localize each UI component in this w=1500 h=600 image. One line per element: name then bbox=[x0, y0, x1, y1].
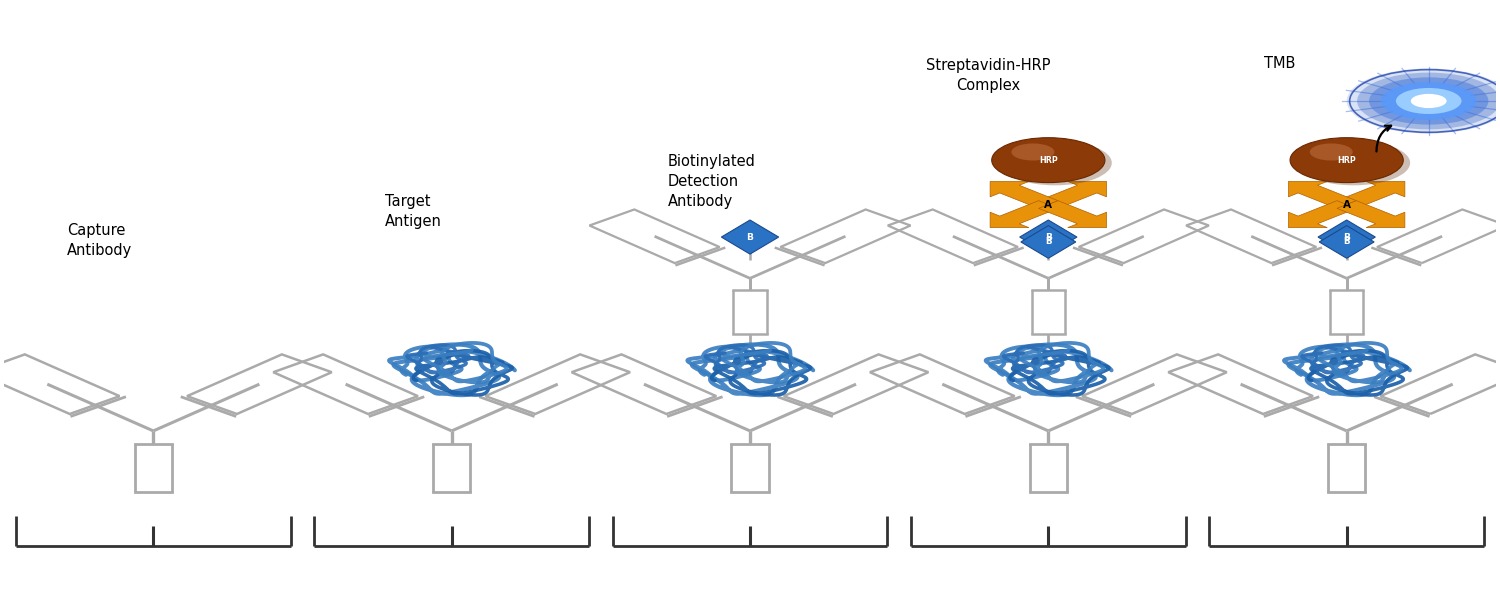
FancyArrow shape bbox=[1288, 200, 1356, 227]
Text: TMB: TMB bbox=[1264, 56, 1294, 71]
FancyArrow shape bbox=[990, 181, 1058, 208]
FancyArrow shape bbox=[1038, 181, 1107, 208]
FancyArrow shape bbox=[1038, 200, 1107, 227]
Polygon shape bbox=[1318, 220, 1376, 254]
Text: B: B bbox=[1342, 233, 1350, 242]
Text: B: B bbox=[1344, 238, 1350, 247]
Text: HRP: HRP bbox=[1338, 155, 1356, 164]
FancyArrow shape bbox=[1288, 181, 1356, 208]
Circle shape bbox=[1358, 73, 1500, 130]
Text: HRP: HRP bbox=[1040, 155, 1058, 164]
Text: B: B bbox=[1046, 233, 1052, 242]
Circle shape bbox=[1347, 68, 1500, 134]
Circle shape bbox=[1396, 88, 1461, 114]
Polygon shape bbox=[1022, 226, 1076, 258]
Circle shape bbox=[1382, 82, 1476, 120]
Polygon shape bbox=[722, 220, 778, 254]
Circle shape bbox=[1310, 143, 1353, 161]
Polygon shape bbox=[1020, 220, 1077, 254]
Circle shape bbox=[999, 140, 1112, 185]
Text: B: B bbox=[1046, 238, 1052, 247]
Text: B: B bbox=[747, 233, 753, 242]
Text: Biotinylated
Detection
Antibody: Biotinylated Detection Antibody bbox=[668, 154, 756, 209]
Text: Target
Antigen: Target Antigen bbox=[384, 194, 441, 229]
Text: Capture
Antibody: Capture Antibody bbox=[68, 223, 132, 258]
Circle shape bbox=[992, 137, 1106, 182]
Circle shape bbox=[1290, 137, 1404, 182]
Circle shape bbox=[1298, 140, 1410, 185]
Text: A: A bbox=[1342, 200, 1350, 209]
Polygon shape bbox=[1318, 226, 1374, 258]
Circle shape bbox=[1011, 143, 1054, 161]
FancyArrow shape bbox=[1336, 181, 1406, 208]
Text: Streptavidin-HRP
Complex: Streptavidin-HRP Complex bbox=[927, 58, 1052, 92]
FancyArrow shape bbox=[990, 200, 1058, 227]
Circle shape bbox=[1412, 94, 1446, 108]
Circle shape bbox=[1370, 77, 1488, 125]
Text: A: A bbox=[1044, 200, 1053, 209]
FancyArrow shape bbox=[1336, 200, 1406, 227]
